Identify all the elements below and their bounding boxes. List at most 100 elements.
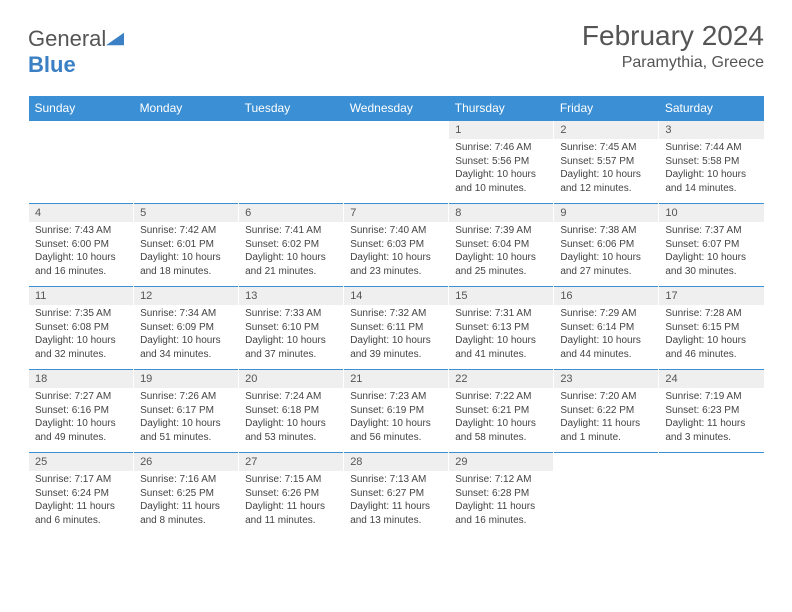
daylight-line: Daylight: 10 hours and 32 minutes. bbox=[35, 334, 127, 361]
sunset-line: Sunset: 6:08 PM bbox=[35, 321, 127, 335]
day-detail-cell: Sunrise: 7:19 AMSunset: 6:23 PMDaylight:… bbox=[659, 388, 764, 453]
day-detail-cell bbox=[659, 471, 764, 535]
day-number-cell: 19 bbox=[134, 370, 239, 388]
daylight-line: Daylight: 10 hours and 46 minutes. bbox=[665, 334, 758, 361]
sunrise-line: Sunrise: 7:26 AM bbox=[140, 390, 232, 404]
day-number-cell bbox=[554, 453, 659, 471]
day-number-cell: 18 bbox=[29, 370, 134, 388]
week-detail-row: Sunrise: 7:46 AMSunset: 5:56 PMDaylight:… bbox=[29, 139, 765, 204]
day-detail-cell: Sunrise: 7:46 AMSunset: 5:56 PMDaylight:… bbox=[449, 139, 554, 204]
day-number-cell: 28 bbox=[344, 453, 449, 471]
sunrise-line: Sunrise: 7:35 AM bbox=[35, 307, 127, 321]
day-detail-cell: Sunrise: 7:45 AMSunset: 5:57 PMDaylight:… bbox=[554, 139, 659, 204]
sunset-line: Sunset: 6:17 PM bbox=[140, 404, 232, 418]
sunrise-line: Sunrise: 7:23 AM bbox=[350, 390, 442, 404]
day-detail-cell: Sunrise: 7:16 AMSunset: 6:25 PMDaylight:… bbox=[134, 471, 239, 535]
sunrise-line: Sunrise: 7:32 AM bbox=[350, 307, 442, 321]
sunrise-line: Sunrise: 7:20 AM bbox=[560, 390, 652, 404]
day-header: Wednesday bbox=[344, 96, 449, 121]
daylight-line: Daylight: 11 hours and 6 minutes. bbox=[35, 500, 127, 527]
month-title: February 2024 bbox=[582, 20, 764, 52]
sunset-line: Sunset: 6:02 PM bbox=[245, 238, 337, 252]
title-block: February 2024 Paramythia, Greece bbox=[582, 20, 764, 72]
calendar-table: SundayMondayTuesdayWednesdayThursdayFrid… bbox=[28, 96, 764, 535]
day-detail-cell: Sunrise: 7:43 AMSunset: 6:00 PMDaylight:… bbox=[29, 222, 134, 287]
day-number-cell: 17 bbox=[659, 287, 764, 305]
day-detail-cell: Sunrise: 7:17 AMSunset: 6:24 PMDaylight:… bbox=[29, 471, 134, 535]
sunrise-line: Sunrise: 7:17 AM bbox=[35, 473, 127, 487]
week-detail-row: Sunrise: 7:27 AMSunset: 6:16 PMDaylight:… bbox=[29, 388, 765, 453]
sunrise-line: Sunrise: 7:16 AM bbox=[140, 473, 232, 487]
day-detail-cell: Sunrise: 7:13 AMSunset: 6:27 PMDaylight:… bbox=[344, 471, 449, 535]
day-header: Monday bbox=[134, 96, 239, 121]
day-number-cell: 27 bbox=[239, 453, 344, 471]
day-number-cell: 2 bbox=[554, 121, 659, 139]
day-number-cell: 6 bbox=[239, 204, 344, 222]
daylight-line: Daylight: 10 hours and 49 minutes. bbox=[35, 417, 127, 444]
sunset-line: Sunset: 6:13 PM bbox=[455, 321, 547, 335]
sunset-line: Sunset: 6:22 PM bbox=[560, 404, 652, 418]
day-number-cell: 29 bbox=[449, 453, 554, 471]
sunset-line: Sunset: 5:58 PM bbox=[665, 155, 758, 169]
week-detail-row: Sunrise: 7:35 AMSunset: 6:08 PMDaylight:… bbox=[29, 305, 765, 370]
sunset-line: Sunset: 6:14 PM bbox=[560, 321, 652, 335]
logo-word-general: General bbox=[28, 26, 106, 51]
logo: General Blue bbox=[28, 26, 124, 78]
day-detail-cell: Sunrise: 7:38 AMSunset: 6:06 PMDaylight:… bbox=[554, 222, 659, 287]
day-number-cell bbox=[239, 121, 344, 139]
sunrise-line: Sunrise: 7:22 AM bbox=[455, 390, 547, 404]
daylight-line: Daylight: 10 hours and 37 minutes. bbox=[245, 334, 337, 361]
daylight-line: Daylight: 10 hours and 56 minutes. bbox=[350, 417, 442, 444]
daylight-line: Daylight: 11 hours and 1 minute. bbox=[560, 417, 652, 444]
sunset-line: Sunset: 6:04 PM bbox=[455, 238, 547, 252]
day-detail-cell: Sunrise: 7:31 AMSunset: 6:13 PMDaylight:… bbox=[449, 305, 554, 370]
daylight-line: Daylight: 10 hours and 53 minutes. bbox=[245, 417, 337, 444]
sunset-line: Sunset: 6:01 PM bbox=[140, 238, 232, 252]
sunset-line: Sunset: 6:11 PM bbox=[350, 321, 442, 335]
sunset-line: Sunset: 6:28 PM bbox=[455, 487, 547, 501]
logo-triangle-icon bbox=[106, 32, 124, 46]
sunrise-line: Sunrise: 7:41 AM bbox=[245, 224, 337, 238]
day-number-cell: 8 bbox=[449, 204, 554, 222]
day-number-cell: 26 bbox=[134, 453, 239, 471]
day-detail-cell: Sunrise: 7:35 AMSunset: 6:08 PMDaylight:… bbox=[29, 305, 134, 370]
day-detail-cell: Sunrise: 7:39 AMSunset: 6:04 PMDaylight:… bbox=[449, 222, 554, 287]
day-number-cell: 20 bbox=[239, 370, 344, 388]
week-daynum-row: 18192021222324 bbox=[29, 370, 765, 388]
daylight-line: Daylight: 10 hours and 23 minutes. bbox=[350, 251, 442, 278]
daylight-line: Daylight: 11 hours and 11 minutes. bbox=[245, 500, 337, 527]
daylight-line: Daylight: 10 hours and 39 minutes. bbox=[350, 334, 442, 361]
daylight-line: Daylight: 10 hours and 10 minutes. bbox=[455, 168, 547, 195]
day-detail-cell: Sunrise: 7:23 AMSunset: 6:19 PMDaylight:… bbox=[344, 388, 449, 453]
sunrise-line: Sunrise: 7:31 AM bbox=[455, 307, 547, 321]
sunrise-line: Sunrise: 7:19 AM bbox=[665, 390, 758, 404]
day-detail-cell: Sunrise: 7:33 AMSunset: 6:10 PMDaylight:… bbox=[239, 305, 344, 370]
day-detail-cell: Sunrise: 7:40 AMSunset: 6:03 PMDaylight:… bbox=[344, 222, 449, 287]
week-daynum-row: 123 bbox=[29, 121, 765, 139]
week-daynum-row: 11121314151617 bbox=[29, 287, 765, 305]
sunset-line: Sunset: 6:19 PM bbox=[350, 404, 442, 418]
day-detail-cell: Sunrise: 7:37 AMSunset: 6:07 PMDaylight:… bbox=[659, 222, 764, 287]
daylight-line: Daylight: 10 hours and 12 minutes. bbox=[560, 168, 652, 195]
location: Paramythia, Greece bbox=[582, 54, 764, 72]
sunrise-line: Sunrise: 7:13 AM bbox=[350, 473, 442, 487]
sunset-line: Sunset: 6:25 PM bbox=[140, 487, 232, 501]
day-number-cell bbox=[659, 453, 764, 471]
daylight-line: Daylight: 10 hours and 18 minutes. bbox=[140, 251, 232, 278]
week-daynum-row: 2526272829 bbox=[29, 453, 765, 471]
day-number-cell: 1 bbox=[449, 121, 554, 139]
sunset-line: Sunset: 6:23 PM bbox=[665, 404, 758, 418]
week-detail-row: Sunrise: 7:43 AMSunset: 6:00 PMDaylight:… bbox=[29, 222, 765, 287]
day-number-cell: 24 bbox=[659, 370, 764, 388]
logo-word-blue: Blue bbox=[28, 52, 76, 77]
day-header: Tuesday bbox=[239, 96, 344, 121]
day-detail-cell: Sunrise: 7:15 AMSunset: 6:26 PMDaylight:… bbox=[239, 471, 344, 535]
day-header: Friday bbox=[554, 96, 659, 121]
sunset-line: Sunset: 6:06 PM bbox=[560, 238, 652, 252]
sunrise-line: Sunrise: 7:39 AM bbox=[455, 224, 547, 238]
daylight-line: Daylight: 11 hours and 13 minutes. bbox=[350, 500, 442, 527]
day-number-cell: 10 bbox=[659, 204, 764, 222]
header: General Blue February 2024 Paramythia, G… bbox=[28, 20, 764, 78]
sunrise-line: Sunrise: 7:38 AM bbox=[560, 224, 652, 238]
day-number-cell bbox=[134, 121, 239, 139]
